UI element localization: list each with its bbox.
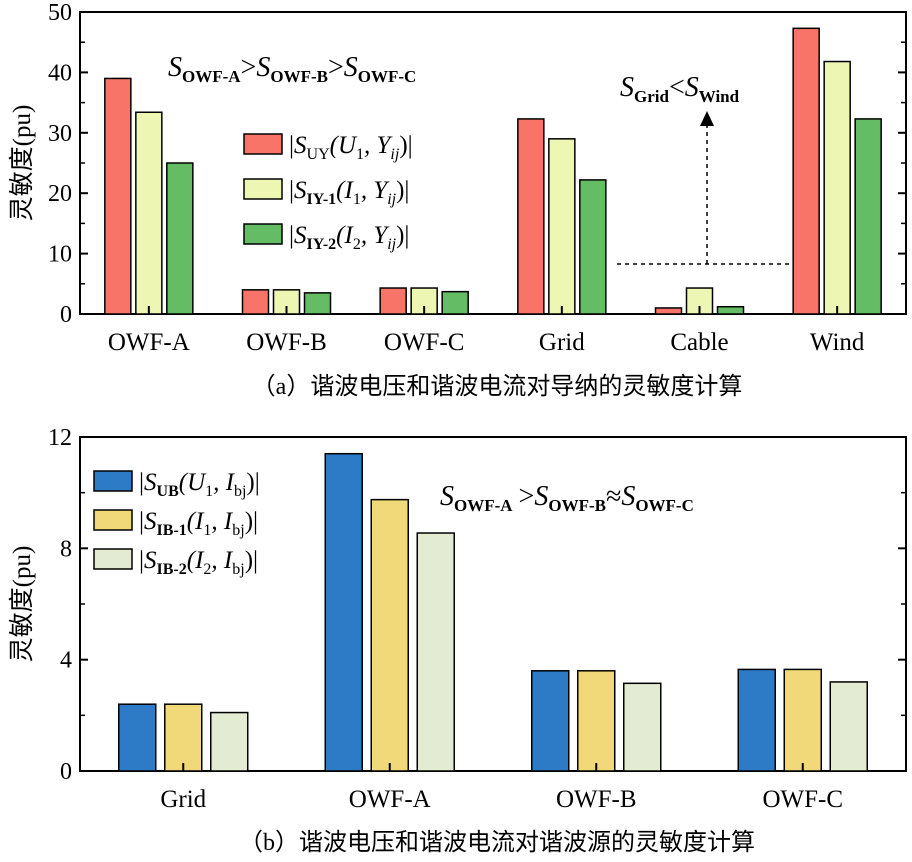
legend-item: |SIY-2(I2, Yij)| bbox=[243, 222, 409, 253]
x-category-label: OWF-C bbox=[762, 786, 843, 813]
bar-wind-s3 bbox=[854, 118, 882, 315]
bar-owf-c-s1 bbox=[379, 287, 407, 315]
legend-swatch-pale-green bbox=[93, 548, 133, 570]
panel-b-categories: Grid OWF-A OWF-B OWF-C bbox=[160, 763, 843, 813]
legend-label: |SIY-1(I1, Yij)| bbox=[289, 177, 409, 208]
panel-b-ordering-annotation: SOWF-A >SOWF-B≈SOWF-C bbox=[440, 481, 694, 515]
x-category-label: OWF-B bbox=[556, 786, 637, 813]
x-category-label: Grid bbox=[539, 329, 585, 356]
bar-grid-s1 bbox=[118, 703, 157, 772]
legend-swatch-blue bbox=[93, 470, 133, 492]
panel-a-bars bbox=[104, 27, 882, 315]
bar-cable-s3 bbox=[716, 306, 745, 315]
bar-owf-a-s3 bbox=[166, 162, 194, 315]
legend-swatch-yellow bbox=[93, 509, 133, 531]
bar-owf-b-s2 bbox=[577, 670, 616, 772]
x-category-label: Cable bbox=[670, 329, 728, 356]
y-tick-label: 20 bbox=[48, 181, 72, 207]
x-category-label: OWF-A bbox=[108, 329, 190, 356]
y-tick-label: 0 bbox=[60, 759, 72, 785]
y-tick-label: 40 bbox=[48, 60, 72, 86]
legend-swatch-red bbox=[243, 133, 283, 155]
y-tick-label: 50 bbox=[48, 0, 72, 26]
x-category-label: OWF-B bbox=[246, 329, 327, 356]
bar-wind-s1 bbox=[792, 27, 820, 315]
bar-owf-a-s1 bbox=[104, 77, 132, 315]
legend-item: |SIB-1(I1, Ibj)| bbox=[93, 508, 258, 539]
panel-b: 0 4 8 12 Grid OWF-A OWF-B OWF-C 灵敏度(pu) SOWF-A… bbox=[8, 425, 907, 856]
legend-label: |SUB(U1, Ibj)| bbox=[139, 469, 260, 500]
bar-owf-c-s1 bbox=[737, 668, 776, 772]
panel-a-y-axis-label: 灵敏度(pu) bbox=[8, 105, 36, 222]
panel-b-legend: |SUB(U1, Ibj)| |SIB-1(I1, Ibj)| |SIB-2(I… bbox=[93, 469, 260, 578]
bar-owf-b-s1 bbox=[531, 670, 570, 772]
up-arrow-icon bbox=[700, 111, 714, 126]
bar-grid-s2 bbox=[164, 703, 203, 772]
panel-b-y-ticks: 0 4 8 12 bbox=[48, 425, 906, 785]
panel-b-y-axis-label: 灵敏度(pu) bbox=[8, 546, 36, 663]
panel-b-caption: （b）谐波电压和谐波电流对谐波源的灵敏度计算 bbox=[239, 829, 755, 856]
bar-owf-a-s3 bbox=[416, 532, 455, 772]
legend-swatch-green bbox=[243, 223, 283, 245]
x-category-label: OWF-A bbox=[349, 786, 431, 813]
x-category-label: Wind bbox=[810, 329, 865, 356]
x-category-label: Grid bbox=[160, 786, 206, 813]
panel-a-categories: OWF-A OWF-B OWF-C Grid Cable Wind bbox=[108, 306, 865, 356]
panel-a-legend: |SUY(U1, Yij)| |SIY-1(I1, Yij)| |SIY-2(I… bbox=[243, 132, 413, 253]
legend-label: |SIY-2(I2, Yij)| bbox=[289, 222, 409, 253]
bar-grid-s3 bbox=[579, 179, 607, 315]
bar-grid-s1 bbox=[517, 118, 545, 315]
panel-a-ordering-annotation: SOWF-A>SOWF-B>SOWF-C bbox=[168, 52, 416, 86]
y-tick-label: 4 bbox=[60, 648, 72, 674]
bar-owf-b-s3 bbox=[303, 292, 332, 315]
bar-owf-a-s2 bbox=[370, 498, 409, 772]
bar-grid-s3 bbox=[210, 711, 249, 772]
bar-owf-a-s2 bbox=[135, 111, 163, 315]
y-tick-label: 10 bbox=[48, 242, 72, 268]
panel-a-grid-wind-annotation: SGrid<SWind bbox=[620, 72, 740, 106]
legend-item: |SUB(U1, Ibj)| bbox=[93, 469, 260, 500]
bar-grid-s2 bbox=[548, 138, 576, 315]
legend-label: |SIB-1(I1, Ibj)| bbox=[139, 508, 258, 539]
bar-owf-a-s1 bbox=[324, 452, 363, 772]
panel-a-frame bbox=[79, 11, 907, 315]
bar-owf-c-s3 bbox=[829, 681, 868, 772]
legend-swatch-light-yellow bbox=[243, 178, 283, 200]
bar-owf-b-s3 bbox=[623, 682, 662, 772]
legend-item: |SIB-2(I2, Ibj)| bbox=[93, 547, 258, 578]
bar-wind-s2 bbox=[823, 60, 851, 315]
y-tick-label: 0 bbox=[60, 302, 72, 328]
legend-item: |SUY(U1, Yij)| bbox=[243, 132, 413, 163]
legend-label: |SUY(U1, Yij)| bbox=[289, 132, 413, 163]
y-tick-label: 30 bbox=[48, 121, 72, 147]
bar-owf-c-s3 bbox=[441, 290, 469, 315]
y-tick-label: 12 bbox=[48, 425, 72, 451]
panel-a-y-ticks: 0 10 20 30 40 50 bbox=[48, 0, 906, 328]
x-category-label: OWF-C bbox=[384, 329, 465, 356]
legend-label: |SIB-2(I2, Ibj)| bbox=[139, 547, 258, 578]
bar-cable-s1 bbox=[654, 307, 683, 315]
y-tick-label: 8 bbox=[60, 536, 72, 562]
bar-owf-b-s1 bbox=[241, 289, 270, 315]
bar-owf-c-s2 bbox=[783, 668, 822, 772]
panel-a-caption: （a）谐波电压和谐波电流对导纳的灵敏度计算 bbox=[252, 373, 743, 400]
legend-item: |SIY-1(I1, Yij)| bbox=[243, 177, 409, 208]
panel-a: 0 10 20 30 40 50 OWF-A OWF-B OWF-C Grid Cable Wind… bbox=[8, 0, 907, 400]
